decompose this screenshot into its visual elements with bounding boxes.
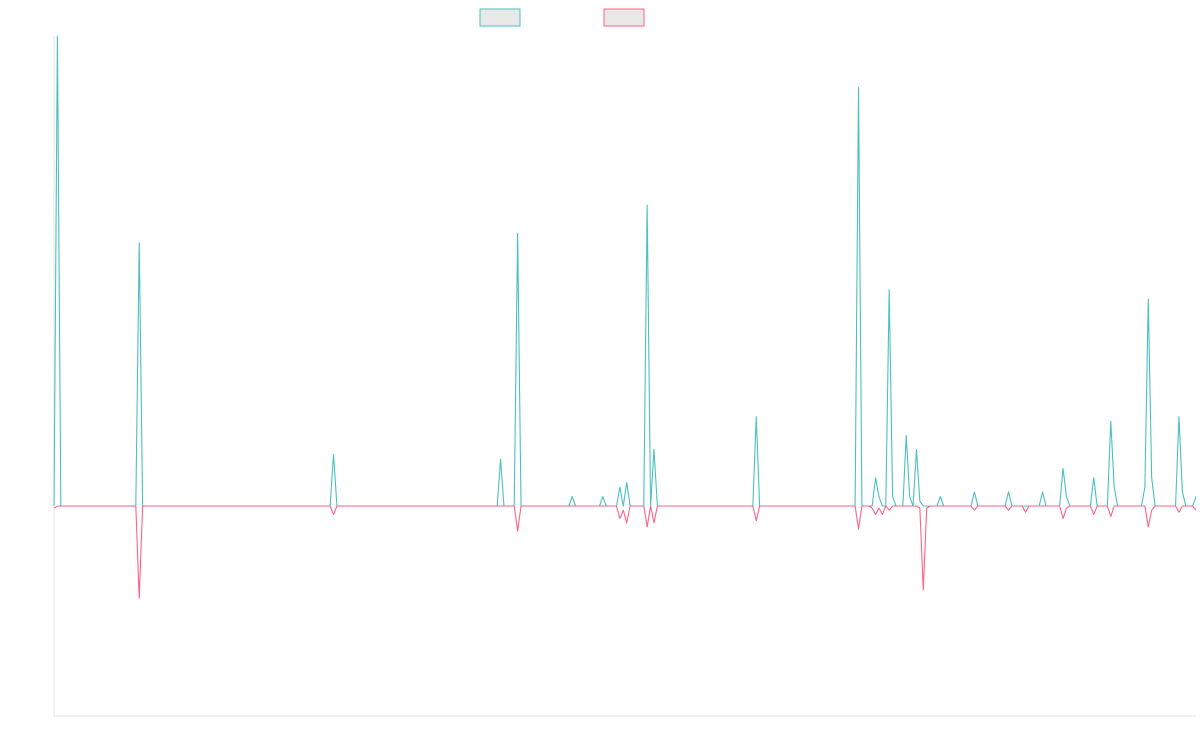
legend [479,8,645,27]
legend-swatch-2[interactable] [603,8,645,27]
series-line-1 [53,35,1197,507]
axes [53,36,1196,717]
legend-swatch-1[interactable] [479,8,521,27]
series-line-2 [53,505,1197,599]
series-layer [53,35,1197,599]
